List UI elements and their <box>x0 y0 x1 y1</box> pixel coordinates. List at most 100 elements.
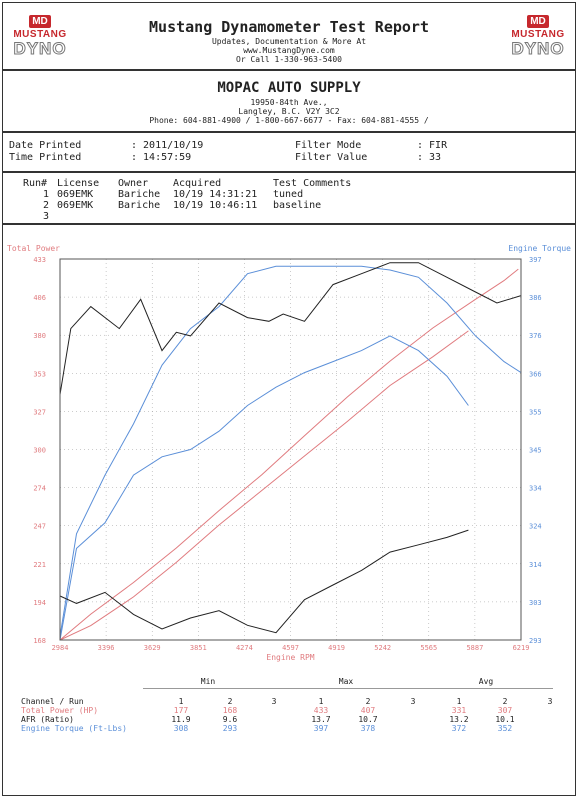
run-license: 069EMK <box>57 200 94 211</box>
x-tick-label: 3629 <box>144 644 161 652</box>
x-tick-label: 5887 <box>466 644 483 652</box>
series-line-afr-run1 <box>59 262 522 395</box>
x-axis-label: Engine RPM <box>266 653 314 662</box>
shop-block: MOPAC AUTO SUPPLY 19950-84th Ave., Langl… <box>2 70 576 132</box>
y-right-tick-label: 355 <box>529 408 542 416</box>
logo-word-dyno: DYNO <box>511 39 565 59</box>
stats-run-number: 1 <box>318 697 324 706</box>
stats-value: 10.1 <box>495 715 515 724</box>
y-right-tick-label: 397 <box>529 256 542 264</box>
stats-run-number: 3 <box>547 697 553 706</box>
y-right-tick-label: 334 <box>529 485 542 493</box>
x-tick-label: 5565 <box>420 644 437 652</box>
stats-value: 177 <box>173 706 189 715</box>
y-right-tick-label: 376 <box>529 332 542 340</box>
stats-run-number: 1 <box>178 697 184 706</box>
stats-value: 433 <box>313 706 329 715</box>
stats-value: 378 <box>360 724 376 733</box>
logo-word-mustang: MUSTANG <box>13 29 67 40</box>
stats-group-avg: Avg <box>478 677 494 686</box>
chart-series <box>59 262 522 641</box>
stats-row-label: AFR (Ratio) <box>21 715 74 724</box>
stats-column-header: Channel / Run <box>21 697 84 706</box>
series-line-torque-run1 <box>59 265 522 637</box>
series-line-power-run2 <box>59 330 469 641</box>
shop-phone: Phone: 604-881-4900 / 1-800-667-6677 - F… <box>149 116 429 125</box>
stats-value: 168 <box>222 706 238 715</box>
stats-group-max: Max <box>338 677 354 686</box>
report-phone: Or Call 1-330-963-5400 <box>236 55 342 64</box>
chart-ticks: 433 406 380 353 327 300 274 247 221 194 168 397 386 3… <box>33 256 541 652</box>
stats-value: 13.2 <box>449 715 469 724</box>
y-left-tick-label: 353 <box>33 370 46 378</box>
dyno-chart: 433 406 380 353 327 300 274 247 221 194 168 397 386 3… <box>7 244 571 662</box>
mustang-dyno-logo-right: MD MUSTANG DYNO <box>509 15 567 59</box>
y-axis-label-right: Engine Torque <box>508 244 571 253</box>
date-printed-label: Date Printed <box>9 140 82 151</box>
run-owner: Bariche <box>118 189 161 200</box>
runs-header-run: Run# <box>23 178 48 189</box>
shop-address-line1: 19950-84th Ave., <box>250 98 328 107</box>
stats-value: 307 <box>497 706 513 715</box>
y-left-tick-label: 168 <box>33 637 46 645</box>
y-right-tick-label: 314 <box>529 561 542 569</box>
runs-table: Run# License Owner Acquired Test Comment… <box>2 172 576 224</box>
stats-value: 372 <box>451 724 467 733</box>
filter-value-label: Filter Value <box>295 152 368 163</box>
runs-header-owner: Owner <box>118 178 149 189</box>
filter-mode-label: Filter Mode <box>295 140 362 151</box>
stats-row-label: Total Power (HP) <box>21 706 99 715</box>
report-header: MD MUSTANG DYNO MD MUSTANG DYNO Mustang … <box>2 2 576 70</box>
stats-value: 293 <box>222 724 238 733</box>
time-printed-label: Time Printed <box>9 152 82 163</box>
stats-run-number: 3 <box>410 697 416 706</box>
stats-run-number: 3 <box>271 697 277 706</box>
stats-run-number: 2 <box>227 697 233 706</box>
stats-run-number: 2 <box>365 697 371 706</box>
date-printed-value: : 2011/10/19 <box>131 140 204 151</box>
plot-frame <box>59 258 522 641</box>
shop-address-line2: Langley, B.C. V2Y 3C2 <box>238 107 340 116</box>
y-right-tick-label: 386 <box>529 294 542 302</box>
run-number: 1 <box>43 189 50 200</box>
y-left-tick-label: 327 <box>33 408 46 416</box>
run-owner: Bariche <box>118 200 161 211</box>
report-title: Mustang Dynamometer Test Report <box>149 18 429 36</box>
y-left-tick-label: 274 <box>33 485 46 493</box>
run-license: 069EMK <box>57 189 94 200</box>
stats-value: 407 <box>360 706 376 715</box>
stats-value: 13.7 <box>311 715 331 724</box>
y-axis-label-left: Total Power <box>7 244 60 253</box>
y-left-tick-label: 406 <box>33 294 46 302</box>
run-comment: baseline <box>273 200 322 211</box>
filter-value-value: : 33 <box>417 152 442 163</box>
time-printed-value: : 14:57:59 <box>131 152 192 163</box>
stats-value: 11.9 <box>171 715 191 724</box>
stats-value: 397 <box>313 724 329 733</box>
y-left-tick-label: 300 <box>33 447 46 455</box>
y-right-tick-label: 324 <box>529 523 542 531</box>
x-tick-label: 4919 <box>328 644 345 652</box>
mustang-dyno-logo-left: MD MUSTANG DYNO <box>11 15 69 59</box>
shop-name: MOPAC AUTO SUPPLY <box>217 80 361 96</box>
x-tick-label: 6219 <box>513 644 530 652</box>
y-left-tick-label: 433 <box>33 256 46 264</box>
y-right-tick-label: 345 <box>529 447 542 455</box>
logo-word-mustang: MUSTANG <box>511 29 565 40</box>
y-right-tick-label: 366 <box>529 370 542 378</box>
stats-run-number: 2 <box>502 697 508 706</box>
x-tick-label: 3396 <box>98 644 115 652</box>
x-tick-label: 3851 <box>190 644 207 652</box>
y-left-tick-label: 194 <box>33 599 46 607</box>
run-acquired: 10/19 10:46:11 <box>173 200 258 211</box>
y-right-tick-label: 303 <box>529 599 542 607</box>
logo-md-badge: MD <box>527 15 549 28</box>
graph-block: 433 406 380 353 327 300 274 247 221 194 168 397 386 3… <box>2 224 576 796</box>
y-right-tick-label: 293 <box>529 637 542 645</box>
run-comment: tuned <box>273 189 304 200</box>
x-tick-label: 4274 <box>236 644 253 652</box>
stats-value: 9.6 <box>222 715 238 724</box>
run-acquired: 10/19 14:31:21 <box>173 189 258 200</box>
run-number: 3 <box>43 211 50 222</box>
logo-md-badge: MD <box>29 15 51 28</box>
